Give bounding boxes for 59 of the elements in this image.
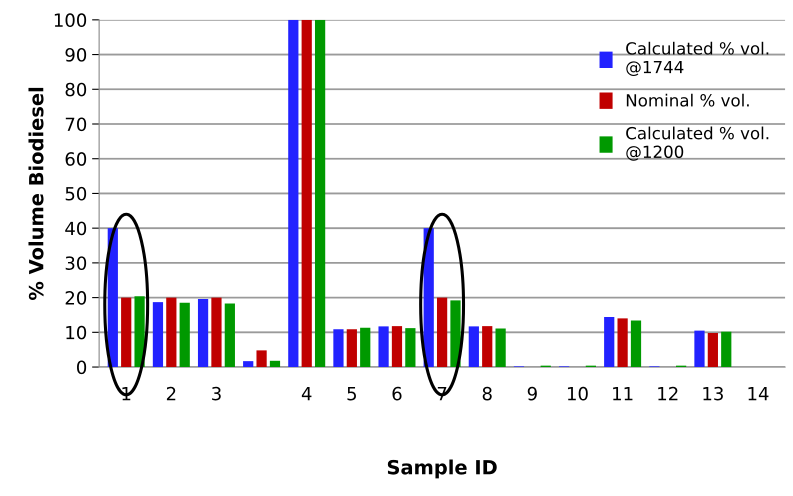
bar <box>121 298 132 368</box>
y-tick-label: 60 <box>66 152 86 166</box>
bar <box>314 20 326 368</box>
bar <box>346 329 357 368</box>
y-tick-label: 70 <box>66 117 86 132</box>
bar <box>721 332 732 368</box>
y-tick-label: 50 <box>66 186 86 201</box>
bar <box>450 300 461 368</box>
x-tick-label: 10 <box>568 386 588 400</box>
bar <box>405 328 416 368</box>
x-tick-label: 9 <box>528 386 537 400</box>
bar <box>378 326 389 368</box>
bar <box>604 317 614 368</box>
x-tick-label: 5 <box>347 387 356 400</box>
y-tick-label: 10 <box>66 326 86 340</box>
bar <box>617 318 628 368</box>
bar <box>436 298 448 368</box>
bar <box>256 350 267 368</box>
y-tick-label: 90 <box>65 48 86 62</box>
bar <box>468 326 479 368</box>
bar <box>302 20 312 368</box>
x-tick-label: 11 <box>613 387 632 400</box>
bar <box>198 298 208 368</box>
x-axis-title: Sample ID <box>388 460 497 478</box>
y-tick-label: 80 <box>66 82 86 96</box>
bar <box>333 329 344 368</box>
bar <box>708 333 718 368</box>
y-tick-label: 40 <box>65 222 86 236</box>
x-tick-label: 4 <box>302 387 312 400</box>
x-tick-label: 14 <box>748 387 768 400</box>
bar <box>134 296 145 368</box>
y-axis-title: % Volume Biodiesel <box>28 88 44 300</box>
bar <box>152 302 164 368</box>
bar <box>224 304 235 368</box>
bar <box>392 326 402 368</box>
x-tick-label: 6 <box>392 386 402 400</box>
bar <box>482 326 492 368</box>
bar <box>630 320 642 368</box>
y-tick-label: 30 <box>66 256 86 270</box>
x-tick-label: 2 <box>166 386 176 400</box>
bar <box>166 298 176 368</box>
y-tick-label: 0 <box>77 360 86 374</box>
legend-label: Calculated % vol. @1744 <box>626 42 768 76</box>
legend-label: Calculated % vol. @1200 <box>626 126 768 161</box>
bar <box>270 360 280 368</box>
x-tick-label: 8 <box>482 386 492 400</box>
x-tick-label: 3 <box>212 386 221 400</box>
bar <box>180 302 190 368</box>
bar <box>694 330 705 368</box>
x-tick-label: 13 <box>703 386 723 400</box>
bar <box>243 361 254 368</box>
x-tick-label: 12 <box>658 386 678 400</box>
legend-label: Nominal % vol. <box>626 94 749 107</box>
y-tick-label: 100 <box>54 13 86 27</box>
bar <box>496 328 506 368</box>
bar <box>288 20 298 368</box>
bar <box>211 298 222 368</box>
y-tick-label: 20 <box>66 291 86 305</box>
bar <box>360 328 370 368</box>
